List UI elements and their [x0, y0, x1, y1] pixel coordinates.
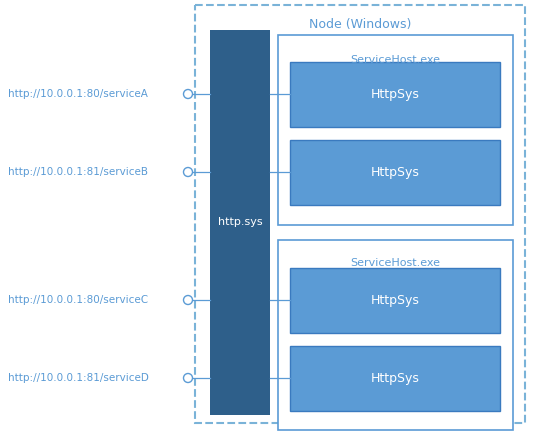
Text: HttpSys: HttpSys: [371, 372, 419, 385]
Text: Node (Windows): Node (Windows): [309, 18, 411, 31]
Bar: [278, 35, 513, 225]
Bar: [290, 62, 500, 127]
Text: http://10.0.0.1:81/serviceB: http://10.0.0.1:81/serviceB: [8, 167, 148, 177]
Text: HttpSys: HttpSys: [371, 166, 419, 179]
Text: http://10.0.0.1:80/serviceA: http://10.0.0.1:80/serviceA: [8, 89, 148, 99]
Bar: [290, 346, 500, 411]
Bar: [210, 30, 270, 415]
Text: http.sys: http.sys: [218, 217, 262, 227]
Bar: [278, 240, 513, 430]
Bar: [290, 140, 500, 205]
Text: ServiceHost.exe: ServiceHost.exe: [350, 55, 440, 65]
Text: http://10.0.0.1:81/serviceD: http://10.0.0.1:81/serviceD: [8, 373, 149, 383]
Bar: [290, 268, 500, 333]
Text: HttpSys: HttpSys: [371, 88, 419, 101]
Bar: [195, 5, 525, 423]
Text: HttpSys: HttpSys: [371, 294, 419, 307]
Text: ServiceHost.exe: ServiceHost.exe: [350, 258, 440, 268]
Text: http://10.0.0.1:80/serviceC: http://10.0.0.1:80/serviceC: [8, 295, 148, 305]
